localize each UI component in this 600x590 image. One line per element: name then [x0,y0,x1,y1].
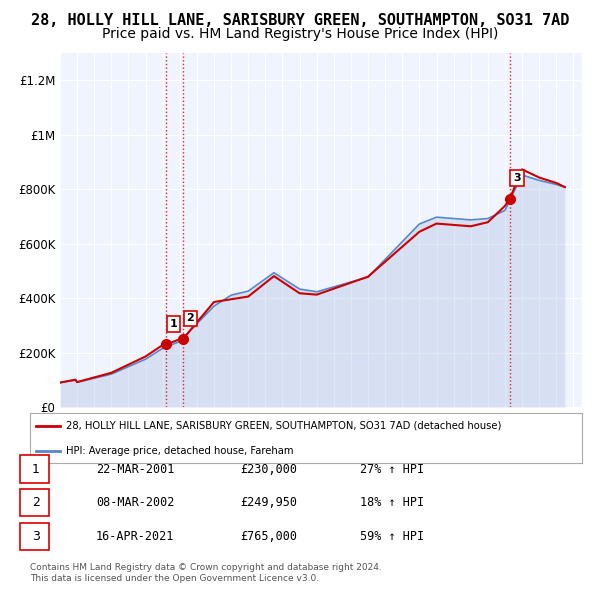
Text: 18% ↑ HPI: 18% ↑ HPI [360,496,424,509]
Text: 1: 1 [170,319,178,329]
Text: HPI: Average price, detached house, Fareham: HPI: Average price, detached house, Fare… [66,445,293,455]
Text: 22-MAR-2001: 22-MAR-2001 [96,463,175,476]
Text: Contains HM Land Registry data © Crown copyright and database right 2024.
This d: Contains HM Land Registry data © Crown c… [30,563,382,583]
Text: 3: 3 [513,173,521,183]
Text: 08-MAR-2002: 08-MAR-2002 [96,496,175,509]
Text: 16-APR-2021: 16-APR-2021 [96,530,175,543]
Text: 1: 1 [32,463,40,476]
Text: 28, HOLLY HILL LANE, SARISBURY GREEN, SOUTHAMPTON, SO31 7AD (detached house): 28, HOLLY HILL LANE, SARISBURY GREEN, SO… [66,421,501,431]
Text: 27% ↑ HPI: 27% ↑ HPI [360,463,424,476]
Text: £230,000: £230,000 [240,463,297,476]
Text: £765,000: £765,000 [240,530,297,543]
Text: 59% ↑ HPI: 59% ↑ HPI [360,530,424,543]
Text: Price paid vs. HM Land Registry's House Price Index (HPI): Price paid vs. HM Land Registry's House … [102,27,498,41]
Text: 28, HOLLY HILL LANE, SARISBURY GREEN, SOUTHAMPTON, SO31 7AD: 28, HOLLY HILL LANE, SARISBURY GREEN, SO… [31,13,569,28]
Text: 2: 2 [187,313,194,323]
Text: £249,950: £249,950 [240,496,297,509]
Text: 2: 2 [32,496,40,509]
Text: 3: 3 [32,530,40,543]
